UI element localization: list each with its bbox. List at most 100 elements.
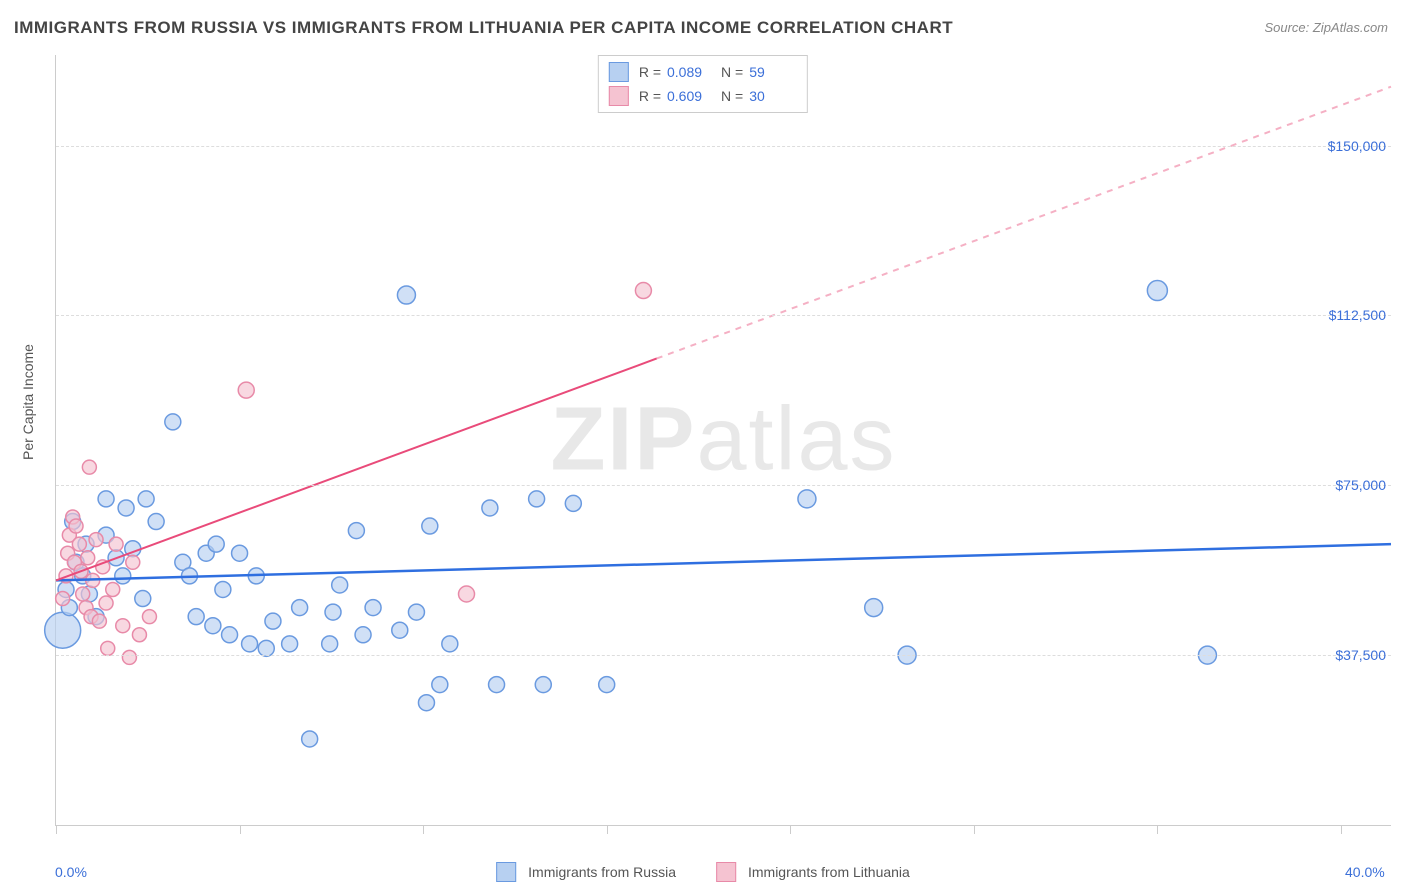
legend-r-label: R = bbox=[639, 64, 661, 80]
scatter-point bbox=[348, 523, 364, 539]
x-tick-mark bbox=[423, 826, 424, 834]
scatter-point bbox=[205, 618, 221, 634]
scatter-point bbox=[222, 627, 238, 643]
legend-correlation-row: R = 0.089 N = 59 bbox=[609, 60, 797, 84]
y-tick-label: $150,000 bbox=[1328, 138, 1386, 154]
scatter-point bbox=[109, 537, 123, 551]
legend-swatch bbox=[609, 86, 629, 106]
legend-n-label: N = bbox=[721, 64, 743, 80]
scatter-point bbox=[89, 533, 103, 547]
scatter-point bbox=[529, 491, 545, 507]
scatter-point bbox=[282, 636, 298, 652]
scatter-point bbox=[322, 636, 338, 652]
scatter-point bbox=[238, 382, 254, 398]
scatter-point bbox=[418, 695, 434, 711]
scatter-point bbox=[76, 587, 90, 601]
plot-area: ZIPatlas bbox=[55, 55, 1391, 826]
chart-svg bbox=[56, 55, 1391, 825]
x-tick-label: 40.0% bbox=[1345, 864, 1385, 880]
legend-n-label: N = bbox=[721, 88, 743, 104]
trend-line-russia bbox=[56, 544, 1391, 580]
scatter-point bbox=[232, 545, 248, 561]
scatter-point bbox=[142, 610, 156, 624]
y-tick-label: $112,500 bbox=[1329, 307, 1386, 323]
y-tick-label: $75,000 bbox=[1335, 477, 1386, 493]
scatter-point bbox=[397, 286, 415, 304]
scatter-point bbox=[408, 604, 424, 620]
legend-series-item: Immigrants from Russia bbox=[496, 862, 676, 882]
scatter-point bbox=[122, 650, 136, 664]
scatter-point bbox=[165, 414, 181, 430]
scatter-point bbox=[865, 599, 883, 617]
x-tick-mark bbox=[240, 826, 241, 834]
x-tick-label: 0.0% bbox=[55, 864, 87, 880]
x-tick-mark bbox=[1341, 826, 1342, 834]
legend-r-value: 0.089 bbox=[667, 64, 715, 80]
scatter-point bbox=[798, 490, 816, 508]
trend-line-lithuania-dash bbox=[657, 87, 1391, 359]
legend-correlation: R = 0.089 N = 59 R = 0.609 N = 30 bbox=[598, 55, 808, 113]
scatter-point bbox=[535, 677, 551, 693]
gridline bbox=[56, 655, 1391, 656]
scatter-point bbox=[45, 612, 81, 648]
scatter-point bbox=[599, 677, 615, 693]
legend-n-value: 30 bbox=[749, 88, 797, 104]
scatter-point bbox=[332, 577, 348, 593]
scatter-point bbox=[635, 283, 651, 299]
y-tick-label: $37,500 bbox=[1335, 647, 1386, 663]
gridline bbox=[56, 485, 1391, 486]
scatter-point bbox=[135, 591, 151, 607]
scatter-point bbox=[69, 519, 83, 533]
scatter-point bbox=[258, 640, 274, 656]
legend-correlation-row: R = 0.609 N = 30 bbox=[609, 84, 797, 108]
scatter-point bbox=[72, 537, 86, 551]
scatter-point bbox=[302, 731, 318, 747]
scatter-point bbox=[115, 568, 131, 584]
scatter-point bbox=[565, 495, 581, 511]
scatter-point bbox=[138, 491, 154, 507]
legend-series-label: Immigrants from Lithuania bbox=[748, 864, 910, 880]
chart-title: IMMIGRANTS FROM RUSSIA VS IMMIGRANTS FRO… bbox=[14, 18, 953, 38]
gridline bbox=[56, 146, 1391, 147]
gridline bbox=[56, 315, 1391, 316]
y-axis-label: Per Capita Income bbox=[20, 344, 36, 460]
scatter-point bbox=[188, 609, 204, 625]
scatter-point bbox=[132, 628, 146, 642]
legend-n-value: 59 bbox=[749, 64, 797, 80]
scatter-point bbox=[1147, 281, 1167, 301]
scatter-point bbox=[365, 600, 381, 616]
x-tick-mark bbox=[974, 826, 975, 834]
scatter-point bbox=[208, 536, 224, 552]
legend-swatch bbox=[496, 862, 516, 882]
scatter-point bbox=[98, 491, 114, 507]
scatter-point bbox=[82, 460, 96, 474]
legend-r-label: R = bbox=[639, 88, 661, 104]
x-tick-mark bbox=[56, 826, 57, 834]
scatter-point bbox=[101, 641, 115, 655]
scatter-point bbox=[126, 555, 140, 569]
scatter-point bbox=[92, 614, 106, 628]
legend-swatch bbox=[716, 862, 736, 882]
scatter-point bbox=[242, 636, 258, 652]
scatter-point bbox=[432, 677, 448, 693]
scatter-point bbox=[459, 586, 475, 602]
scatter-point bbox=[99, 596, 113, 610]
legend-swatch bbox=[609, 62, 629, 82]
scatter-point bbox=[118, 500, 134, 516]
x-tick-mark bbox=[607, 826, 608, 834]
scatter-point bbox=[265, 613, 281, 629]
scatter-point bbox=[325, 604, 341, 620]
scatter-point bbox=[116, 619, 130, 633]
scatter-point bbox=[56, 592, 70, 606]
legend-series: Immigrants from Russia Immigrants from Li… bbox=[496, 862, 910, 882]
scatter-point bbox=[489, 677, 505, 693]
scatter-point bbox=[422, 518, 438, 534]
scatter-point bbox=[355, 627, 371, 643]
x-tick-mark bbox=[790, 826, 791, 834]
source-attribution: Source: ZipAtlas.com bbox=[1264, 20, 1388, 35]
legend-series-label: Immigrants from Russia bbox=[528, 864, 676, 880]
scatter-point bbox=[482, 500, 498, 516]
legend-r-value: 0.609 bbox=[667, 88, 715, 104]
scatter-point bbox=[215, 581, 231, 597]
scatter-point bbox=[81, 551, 95, 565]
